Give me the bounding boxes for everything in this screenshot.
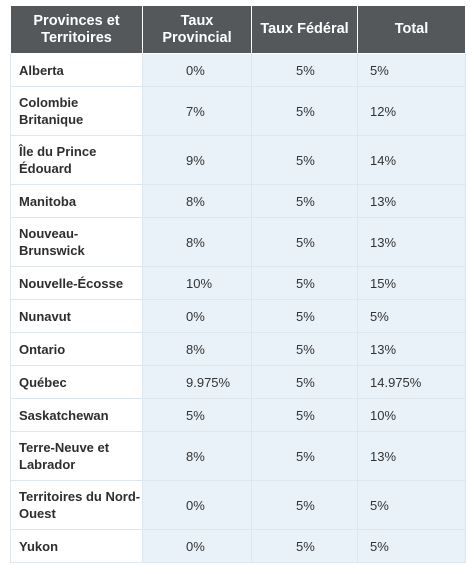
cell-federal-rate: 5% — [251, 299, 358, 333]
cell-province: Saskatchewan — [10, 398, 143, 432]
cell-province: Alberta — [10, 53, 143, 87]
table-row: Territoires du Nord-Ouest 0% 5% 5% — [10, 480, 466, 530]
cell-federal-rate: 5% — [251, 365, 358, 399]
cell-federal-rate: 5% — [251, 217, 358, 267]
cell-provincial-rate: 0% — [142, 480, 252, 530]
table-row: Nouvelle-Écosse 10% 5% 15% — [10, 266, 466, 300]
cell-provincial-rate: 0% — [142, 53, 252, 87]
table-header-row: Provinces et Territoires Taux Provincial… — [10, 5, 466, 54]
cell-total: 15% — [357, 266, 466, 300]
cell-province: Manitoba — [10, 184, 143, 218]
cell-provincial-rate: 0% — [142, 299, 252, 333]
table-row: Alberta 0% 5% 5% — [10, 53, 466, 87]
cell-total: 5% — [357, 299, 466, 333]
cell-provincial-rate: 8% — [142, 332, 252, 366]
cell-federal-rate: 5% — [251, 184, 358, 218]
cell-total: 5% — [357, 480, 466, 530]
cell-provincial-rate: 9.975% — [142, 365, 252, 399]
table-row: Ontario 8% 5% 13% — [10, 332, 466, 366]
cell-total: 14% — [357, 135, 466, 185]
cell-province: Colombie Britanique — [10, 86, 143, 136]
cell-federal-rate: 5% — [251, 480, 358, 530]
cell-province: Yukon — [10, 529, 143, 563]
table-row: Yukon 0% 5% 5% — [10, 529, 466, 563]
cell-federal-rate: 5% — [251, 431, 358, 481]
table-row: Québec 9.975% 5% 14.975% — [10, 365, 466, 399]
table-body: Alberta 0% 5% 5% Colombie Britanique 7% 5% 12% Î… — [10, 53, 466, 563]
cell-total: 13% — [357, 184, 466, 218]
cell-provincial-rate: 8% — [142, 217, 252, 267]
cell-federal-rate: 5% — [251, 135, 358, 185]
table-row: Île du Prince Édouard 9% 5% 14% — [10, 135, 466, 185]
cell-provincial-rate: 9% — [142, 135, 252, 185]
table-row: Saskatchewan 5% 5% 10% — [10, 398, 466, 432]
cell-provincial-rate: 8% — [142, 184, 252, 218]
cell-total: 12% — [357, 86, 466, 136]
table-row: Manitoba 8% 5% 13% — [10, 184, 466, 218]
cell-federal-rate: 5% — [251, 332, 358, 366]
cell-province: Nouveau-Brunswick — [10, 217, 143, 267]
cell-province: Nouvelle-Écosse — [10, 266, 143, 300]
cell-provincial-rate: 10% — [142, 266, 252, 300]
cell-total: 14.975% — [357, 365, 466, 399]
cell-federal-rate: 5% — [251, 529, 358, 563]
table-row: Terre-Neuve et Labrador 8% 5% 13% — [10, 431, 466, 481]
cell-total: 13% — [357, 332, 466, 366]
header-province: Provinces et Territoires — [10, 5, 143, 54]
cell-federal-rate: 5% — [251, 398, 358, 432]
cell-total: 5% — [357, 53, 466, 87]
cell-province: Territoires du Nord-Ouest — [10, 480, 143, 530]
tax-rates-table: Provinces et Territoires Taux Provincial… — [10, 5, 466, 563]
cell-province: Ontario — [10, 332, 143, 366]
header-provincial-rate: Taux Provincial — [142, 5, 252, 54]
cell-provincial-rate: 5% — [142, 398, 252, 432]
cell-province: Québec — [10, 365, 143, 399]
table-row: Nouveau-Brunswick 8% 5% 13% — [10, 217, 466, 267]
cell-province: Terre-Neuve et Labrador — [10, 431, 143, 481]
cell-province: Île du Prince Édouard — [10, 135, 143, 185]
cell-provincial-rate: 8% — [142, 431, 252, 481]
header-total: Total — [357, 5, 466, 54]
cell-federal-rate: 5% — [251, 86, 358, 136]
table-row: Colombie Britanique 7% 5% 12% — [10, 86, 466, 136]
cell-federal-rate: 5% — [251, 266, 358, 300]
cell-province: Nunavut — [10, 299, 143, 333]
cell-provincial-rate: 7% — [142, 86, 252, 136]
cell-total: 13% — [357, 431, 466, 481]
cell-total: 13% — [357, 217, 466, 267]
header-federal-rate: Taux Fédéral — [251, 5, 358, 54]
cell-total: 5% — [357, 529, 466, 563]
cell-total: 10% — [357, 398, 466, 432]
table-row: Nunavut 0% 5% 5% — [10, 299, 466, 333]
cell-federal-rate: 5% — [251, 53, 358, 87]
cell-provincial-rate: 0% — [142, 529, 252, 563]
